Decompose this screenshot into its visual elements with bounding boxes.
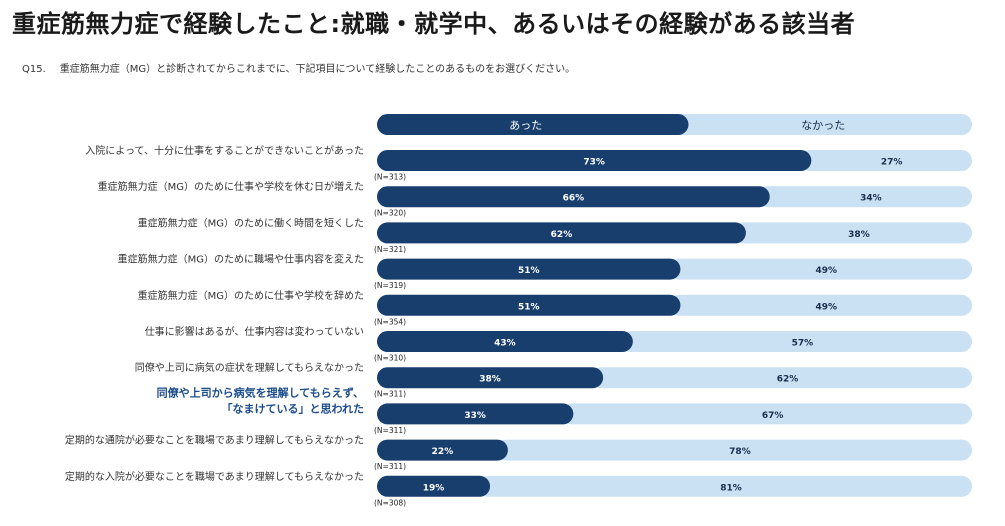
bar-no-8 [561,403,973,425]
value-label-no-1: 27% [881,158,903,168]
value-label-yes-10: 19% [423,483,445,493]
value-label-yes-4: 51% [518,266,540,276]
value-label-no-3: 38% [848,230,870,240]
bar-no-3 [733,222,973,244]
bar-no-5 [668,294,973,316]
bar-yes-6 [377,331,633,352]
bar-no-2 [757,186,973,208]
legend-no-label: なかった [801,119,845,132]
sample-size-label-10: (N=308) [374,498,406,507]
legend-no-swatch [660,114,973,135]
row-label-6: 仕事に影響はあるが、仕事内容は変わっていない [145,325,364,338]
row-label-10: 定期的な入院が必要なことを職場であまり理解してもらえなかった [65,470,364,483]
sample-size-label-2: (N=320) [374,209,406,218]
row-label-7: 同僚や上司に病気の症状を理解してもらえなかった [135,361,364,374]
sample-size-label-4: (N=319) [374,281,406,290]
value-label-no-2: 34% [860,194,882,204]
row-label-5: 重症筋無力症（MG）のために仕事や学校を辞めた [138,289,364,302]
row-label-3: 重症筋無力症（MG）のために働く時間を短くした [138,216,364,229]
legend-yes-swatch [377,114,689,135]
value-label-no-6: 57% [792,339,814,349]
value-label-no-9: 78% [729,447,751,457]
value-label-no-7: 62% [777,375,799,385]
bar-yes-4 [377,258,681,280]
bar-no-7 [591,367,973,389]
page-title: 重症筋無力症で経験したこと:就職・就学中、あるいはその経験がある該当者 [12,10,856,38]
question-body: 重症筋無力症（MG）と診断されてからこれまでに、下記項目について経験したことのあ… [59,64,576,75]
legend-yes-label: あった [509,119,542,132]
row-label-8-line-1: 同僚や上司から病気を理解してもらえず、 [157,385,364,399]
sample-size-label-1: (N=313) [374,173,406,182]
value-label-no-10: 81% [720,483,742,493]
bar-yes-5 [377,294,681,316]
bar-no-9 [495,439,973,461]
question-text: Q15. 重症筋無力症（MG）と診断されてからこれまでに、下記項目について経験した… [22,60,575,75]
value-label-no-8: 67% [762,411,784,421]
value-label-no-5: 49% [815,302,837,312]
question-number: Q15. [22,64,46,75]
value-label-yes-8: 33% [464,411,486,421]
row-label-4: 重症筋無力症（MG）のために職場や仕事内容を変えた [118,253,364,266]
sample-size-label-6: (N=310) [374,354,406,363]
sample-size-label-8: (N=311) [374,426,406,435]
row-label-8-line-2: 「なまけている」と思われた [222,401,364,415]
sample-size-label-3: (N=321) [374,245,406,254]
bar-no-10 [478,475,973,497]
value-label-yes-5: 51% [518,302,540,312]
row-label-1: 入院によって、十分に仕事をすることができないことがあった [85,144,364,157]
bar-yes-8 [377,403,574,425]
bar-yes-7 [377,367,604,389]
value-label-yes-7: 38% [479,375,501,385]
sample-size-label-7: (N=311) [374,390,406,399]
value-label-yes-1: 73% [583,158,605,168]
bar-yes-10 [377,475,491,497]
value-label-yes-3: 62% [551,230,573,240]
bar-no-4 [668,258,973,280]
bar-yes-3 [377,222,746,244]
bar-no-1 [799,150,973,171]
value-label-yes-9: 22% [432,447,454,457]
sample-size-label-9: (N=311) [374,462,406,471]
bar-yes-1 [377,150,812,171]
row-label-9: 定期的な通院が必要なことを職場であまり理解してもらえなかった [65,434,364,447]
bar-yes-2 [377,186,770,208]
bar-yes-9 [377,439,508,461]
row-label-2: 重症筋無力症（MG）のために仕事や学校を休む日が増えた [98,180,364,193]
sample-size-label-5: (N=354) [374,317,406,326]
value-label-yes-6: 43% [494,339,516,349]
value-label-no-4: 49% [815,266,837,276]
value-label-yes-2: 66% [563,194,585,204]
bar-no-6 [620,331,973,352]
